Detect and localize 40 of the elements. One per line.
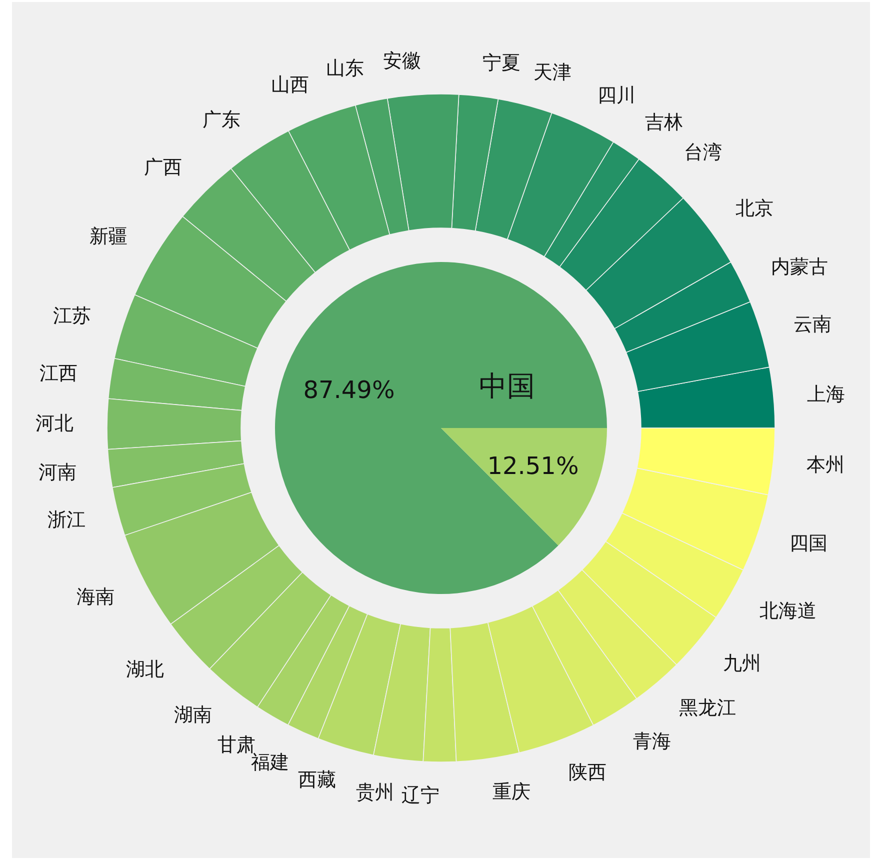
slice-label: 山西 bbox=[271, 74, 310, 96]
slice-label: 四国 bbox=[790, 532, 828, 555]
slice-label: 宁夏 bbox=[482, 52, 520, 74]
slice-label: 上海 bbox=[806, 383, 845, 406]
slice-label: 山东 bbox=[326, 58, 364, 80]
slice-label: 浙江 bbox=[47, 509, 86, 532]
slice-label: 陕西 bbox=[568, 761, 607, 784]
slice-label: 河北 bbox=[36, 412, 74, 435]
slice-label: 海南 bbox=[76, 586, 115, 608]
pie-slice bbox=[275, 262, 607, 594]
slice-label: 内蒙古 bbox=[771, 256, 828, 278]
slice-label: 吉林 bbox=[644, 111, 683, 134]
slice-label: 重庆 bbox=[492, 780, 531, 803]
slice-label: 北京 bbox=[736, 198, 774, 220]
slice-label: 福建 bbox=[251, 752, 290, 774]
slice-label: 青海 bbox=[632, 730, 671, 752]
slice-label: 天津 bbox=[534, 61, 572, 84]
slice-label: 广西 bbox=[144, 156, 182, 178]
data-label: 12.51% bbox=[487, 452, 579, 480]
pie-slice bbox=[441, 428, 607, 546]
slice-label: 广东 bbox=[202, 109, 240, 132]
slice-label: 中国 bbox=[478, 370, 535, 403]
slice-label: 辽宁 bbox=[402, 784, 440, 806]
slice-label: 湖南 bbox=[174, 704, 212, 726]
slice-label: 安徽 bbox=[383, 50, 422, 72]
slice-label: 湖北 bbox=[126, 658, 164, 680]
slice-label: 北海道 bbox=[760, 600, 817, 622]
slice-label: 江西 bbox=[40, 362, 78, 384]
slice-label: 江苏 bbox=[53, 304, 92, 327]
slice-label: 本州 bbox=[806, 454, 845, 476]
data-label: 87.49% bbox=[303, 376, 395, 404]
slice-label: 云南 bbox=[794, 314, 832, 336]
slice-label: 新疆 bbox=[89, 226, 128, 248]
slice-label: 九州 bbox=[723, 652, 762, 674]
slice-label: 西藏 bbox=[298, 769, 336, 792]
slice-label: 四川 bbox=[598, 84, 636, 107]
slice-label: 贵州 bbox=[356, 781, 394, 804]
slice-label: 台湾 bbox=[684, 141, 722, 164]
slice-label: 河南 bbox=[38, 462, 76, 484]
slice-label: 黑龙江 bbox=[678, 696, 736, 719]
